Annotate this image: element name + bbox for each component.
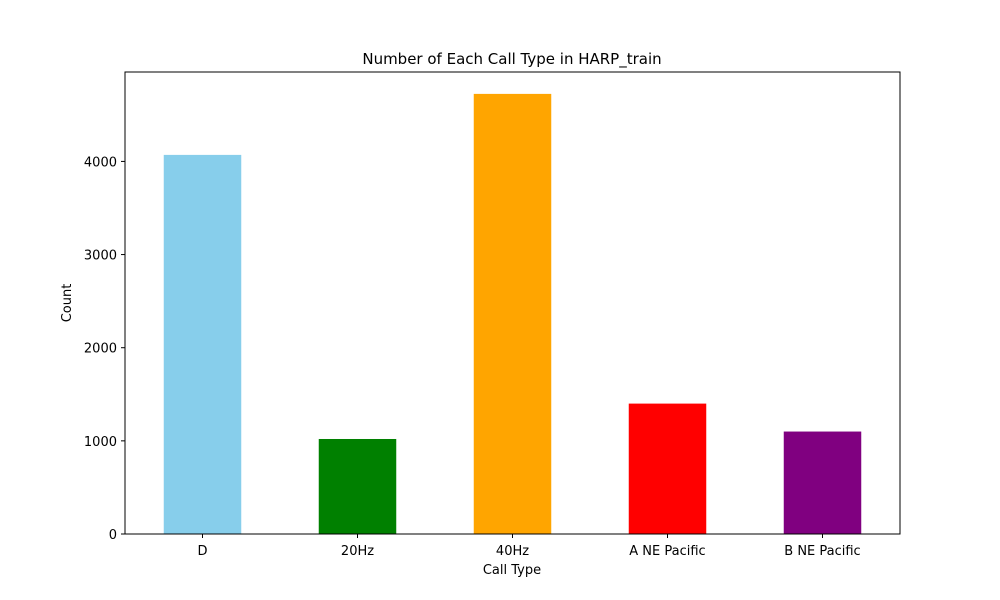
y-tick-label: 1000 (84, 435, 117, 450)
bar-a-ne-pacific (628, 403, 707, 534)
x-tick-label: 20Hz (341, 544, 374, 559)
bar-b-ne-pacific (783, 431, 862, 534)
x-tick-label: B NE Pacific (784, 544, 860, 559)
bars-group (163, 93, 862, 535)
x-tick-label: D (197, 544, 207, 559)
chart-title: Number of Each Call Type in HARP_train (362, 50, 661, 69)
bar-d (163, 154, 242, 534)
y-tick-label: 2000 (84, 342, 117, 357)
x-axis: D 20Hz 40Hz A NE Pacific B NE Pacific (197, 534, 861, 559)
bar-40hz (473, 93, 552, 535)
x-axis-label: Call Type (483, 563, 541, 578)
bar-20hz (318, 438, 397, 534)
y-tick-label: 3000 (84, 249, 117, 264)
y-axis: 0 1000 2000 3000 4000 (84, 155, 125, 543)
x-tick-label: 40Hz (496, 544, 529, 559)
x-tick-label: A NE Pacific (629, 544, 705, 559)
y-tick-label: 4000 (84, 155, 117, 170)
y-axis-label: Count (60, 284, 75, 323)
y-tick-label: 0 (109, 528, 117, 543)
